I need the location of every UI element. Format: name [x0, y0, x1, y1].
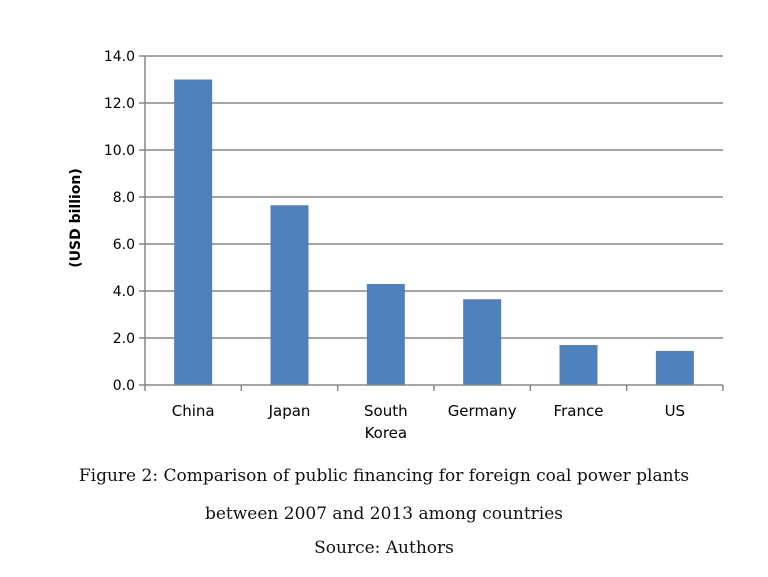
- y-tick-label: 6.0: [113, 237, 135, 253]
- bar-south-korea: [366, 283, 405, 385]
- y-tick-label: 8.0: [113, 190, 135, 206]
- x-tick-label: Japan: [268, 402, 311, 420]
- y-tick-label: 0.0: [113, 378, 135, 394]
- bar-us: [655, 350, 694, 385]
- x-tick-label: US: [665, 402, 686, 420]
- bar-germany: [463, 299, 502, 385]
- y-tick-label: 2.0: [113, 331, 135, 347]
- figure-source: Source: Authors: [314, 538, 454, 558]
- figure-caption-line1: Figure 2: Comparison of public financing…: [78, 466, 690, 486]
- y-axis: 0.0 2.0 4.0 6.0 8.0 10.0 12.0 14.0: [104, 49, 146, 394]
- y-tick-label: 4.0: [113, 284, 135, 300]
- x-tick-label: South Korea: [364, 402, 408, 442]
- x-tick-label: Germany: [448, 402, 517, 420]
- y-tick-label: 12.0: [104, 96, 135, 112]
- bar-chart: 0.0 2.0 4.0 6.0 8.0 10.0 12.0 14.0 China Japan So…: [68, 49, 724, 442]
- bars: [174, 79, 694, 385]
- bar-china: [174, 79, 213, 385]
- y-axis-label: (USD billion): [68, 168, 84, 268]
- x-axis: China Japan South Korea Germany France US: [144, 384, 724, 442]
- x-tick-label: France: [554, 402, 604, 420]
- bar-japan: [270, 205, 309, 385]
- bar-france: [559, 345, 598, 385]
- y-tick-label: 10.0: [104, 143, 135, 159]
- y-tick-label: 14.0: [104, 49, 135, 65]
- gridlines: [145, 55, 723, 339]
- x-tick-label: China: [172, 402, 215, 420]
- figure-caption-line2: between 2007 and 2013 among countries: [204, 504, 564, 524]
